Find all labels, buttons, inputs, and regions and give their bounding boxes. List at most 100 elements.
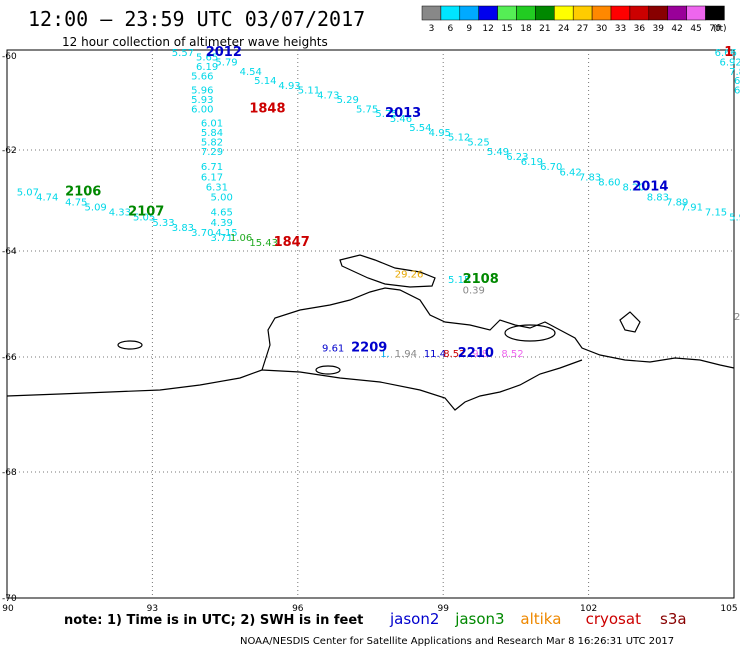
legend-bin-label: 27 [577,24,588,34]
pass-time-labels: 2012 1848 2013 2014 2106 2107 1847 2108 2209 2210… [65,45,733,361]
wave-height-value: 1. [380,349,390,360]
legend-bin-label: 6 [447,24,453,34]
lon-tick-label: 93 [147,604,158,614]
wave-height-value: 15.43 [249,238,278,249]
legend-bin-label: 70 [709,24,721,34]
pass-time-label: 2209 [351,341,387,356]
track: 0.39 2.5 [463,285,740,323]
wave-height-value: 8.52 [443,349,465,360]
wave-height-value: 4.73 [317,90,339,101]
lat-tick-label: -60 [2,52,17,62]
satellite-jason3: jason3 [454,610,504,628]
legend-swatch [440,5,461,21]
legend-swatch [629,5,650,21]
wave-height-value: 5.84 [201,128,223,139]
coastline [6,254,735,411]
wave-height-value: 6.70 [540,162,562,173]
wave-height-value: 6.71 [201,162,223,173]
legend-swatch [591,5,612,21]
legend-bin-30: 30 [591,5,612,34]
wave-height-value: 6.42 [560,167,582,178]
wave-height-value: 5.66 [191,72,213,83]
wave-height-value: 2.5 [734,312,740,323]
wave-height-value: 4.65 [211,208,233,219]
footer-credit: NOAA/NESDIS Center for Satellite Applica… [240,636,674,647]
wave-height-value: 0.39 [463,285,485,296]
wave-height-value: 8.60 [598,177,620,188]
legend-swatch [535,5,555,21]
wave-height-value: 4.93 [278,81,300,92]
wave-height-value: 9.8 [472,349,488,360]
wave-height-value: 5.75 [375,109,397,120]
coastline-shelf-edge [261,359,583,411]
wave-height-value: 4.33 [109,208,131,219]
track: 5.57 5.656.195.794.545.14 4.935.114.735.29… [172,48,740,224]
inlet-center [619,311,641,333]
wave-height-value: 5.12 [448,133,470,144]
legend-bin-label: 12 [482,24,493,34]
color-scale-legend: 3 6 9 12 15 18 21 24 27 30 33 36 39 42 45 70 [421,5,725,34]
legend-bin-24: 24 [554,5,574,34]
track: 5.074.74 4.755.09 4.33 5.055.333.833.703.71 [17,187,233,243]
legend-swatch [516,5,536,21]
legend-bin-label: 42 [671,24,682,34]
wave-height-value: 4.75 [65,198,87,209]
wave-height-value: 9.61 [322,344,344,355]
wave-height-value: 7.15 [705,208,727,219]
map-title: 12:00 – 23:59 UTC 03/07/2017 [28,7,365,31]
wave-height-value: 4.95 [429,128,451,139]
legend-bin-label: 36 [634,24,646,34]
wave-height-value: 7.83 [579,172,601,183]
track: 29.26 [395,270,424,281]
wave-height-value: 4.39 [211,218,233,229]
longitude-labels: 90 93 96 99 102 105 [2,604,737,614]
track: 1.94 [395,349,417,360]
wave-height-value: 7.91 [681,203,703,214]
pass-time-label: 1847 [274,235,310,250]
wave-height-value: 1.94 [395,349,417,360]
lat-tick-label: -64 [2,247,17,257]
wave-height-value: 7.89 [666,198,688,209]
wave-height-value: 6.17 [201,172,223,183]
legend-swatch [478,5,498,21]
wave-height-value: 4.74 [36,193,58,204]
legend-swatch [705,5,725,21]
wave-height-value: 5.75 [356,104,378,115]
wave-height-value: 6.19 [196,62,218,73]
wave-height-value: 11.4 [424,349,446,360]
track: 5.66 5.965.936.00 6.015.845.827.29 6.716.17… [191,72,237,239]
legend-swatch [421,5,442,21]
islet-west [117,340,143,350]
wave-height-value: 5.65 [196,53,218,64]
graticule [7,50,734,598]
legend-swatch [497,5,517,21]
latitude-labels: -60 -62 -64 -66 -68 -70 [2,52,17,604]
wave-height-value: 3.83 [172,223,194,234]
satellite-altika: altika [520,610,561,628]
island-east [504,324,556,342]
map-subtitle: 12 hour collection of altimeter wave hei… [62,35,328,49]
legend-bin-label: 15 [501,24,512,34]
wave-height-value: 6.66 [715,48,737,59]
wave-height-value: 5.14 [254,76,276,87]
wave-height-value: 8.83 [647,193,669,204]
lat-tick-label: -66 [2,353,17,363]
legend-bin-label: 9 [466,24,472,34]
satellite-jason2: jason2 [389,610,439,628]
legend-bin-45: 45 [686,5,706,34]
legend-bin-label: 3 [429,24,435,34]
wave-height-value: 7.82 [729,67,740,78]
wave-height-value: 3.70 [191,228,213,239]
legend-bin-9: 9 [459,5,479,34]
legend-swatch [667,5,687,21]
lon-tick-label: 105 [720,604,737,614]
legend-bin-27: 27 [572,5,593,34]
satellite-s3a: s3a [660,610,687,628]
pass-time-label: 2210 [458,346,494,361]
lon-tick-label: 90 [2,604,14,614]
wave-height-value: 3.71 [211,233,233,244]
lon-tick-label: 102 [580,604,597,614]
pass-time-label: 2014 [632,179,668,194]
legend-bin-36: 36 [629,5,650,34]
